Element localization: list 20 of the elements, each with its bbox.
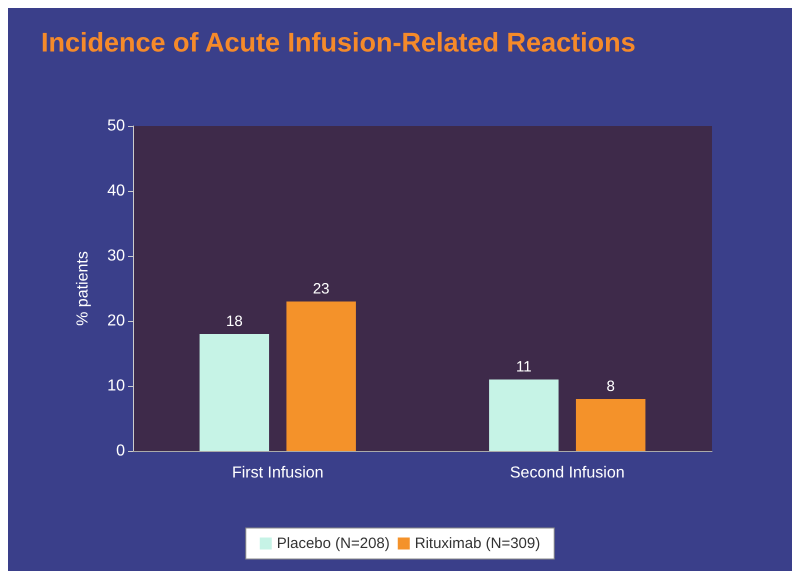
legend-label: Placebo (N=208) <box>276 535 390 552</box>
x-tick-label: Second Infusion <box>510 464 625 482</box>
y-tick-label: 0 <box>116 442 126 460</box>
y-tick-label: 10 <box>107 378 126 394</box>
x-tick-label: First Infusion <box>232 464 324 482</box>
data-label: 23 <box>312 280 330 298</box>
bar <box>576 399 646 451</box>
y-tick-label: 50 <box>107 118 126 134</box>
legend-label: Rituximab (N=309) <box>414 535 540 552</box>
y-tick-label: 20 <box>107 312 126 330</box>
data-label: 11 <box>516 358 532 376</box>
data-label: 18 <box>226 313 243 330</box>
bar <box>286 302 356 451</box>
y-tick-label: 30 <box>107 248 126 264</box>
bar <box>489 380 559 451</box>
y-axis-title: % patients <box>74 251 92 326</box>
chart-title: Incidence of Acute Infusion-Related Reactions <box>41 28 636 58</box>
bar <box>200 334 270 451</box>
y-tick-label: 40 <box>107 182 126 200</box>
data-label: 8 <box>606 378 615 395</box>
